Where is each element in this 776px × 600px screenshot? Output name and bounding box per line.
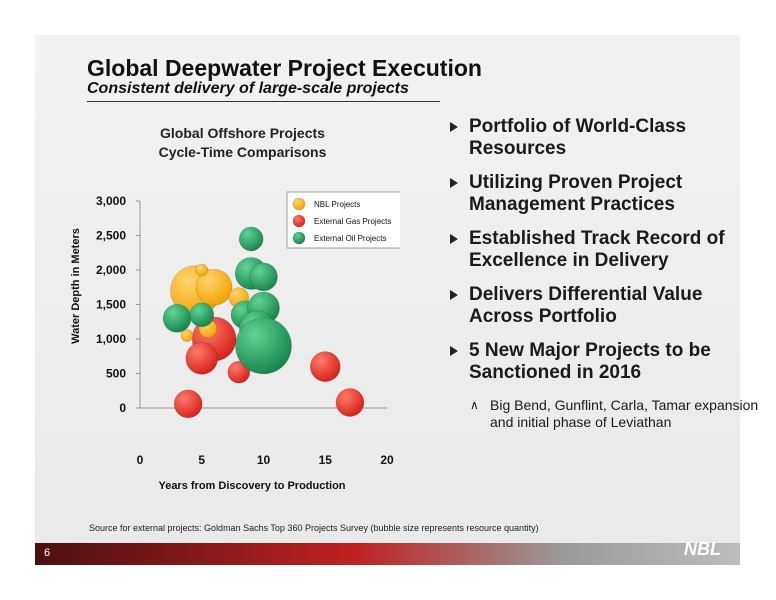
caret-bullet-icon: ∧	[470, 398, 479, 412]
sub-bullet-text: Big Bend, Gunflint, Carla, Tamar expansi…	[490, 397, 759, 430]
bullet-item: Utilizing Proven Project Management Prac…	[448, 172, 743, 216]
y-tick-label: 2,500	[96, 229, 126, 243]
legend-swatch	[292, 214, 306, 228]
chart-title-line2: Cycle-Time Comparisons	[158, 144, 327, 160]
triangle-bullet-icon	[450, 178, 458, 188]
bullet-list: Portfolio of World-Class Resources Utili…	[448, 116, 743, 396]
oil-project-bubble	[238, 226, 264, 252]
legend-swatch	[292, 231, 306, 245]
nbl-logo: NBL	[684, 539, 721, 559]
x-tick-label: 0	[137, 453, 144, 467]
legend-swatch	[292, 197, 306, 211]
y-tick-label: 500	[106, 367, 126, 381]
title-underline	[87, 101, 440, 102]
bullet-text: Established Track Record of Excellence i…	[469, 228, 725, 271]
nbl-project-bubble	[195, 268, 233, 306]
oil-project-bubble	[189, 302, 215, 328]
bullet-item: 5 New Major Projects to be Sanctioned in…	[448, 340, 743, 384]
chart-title: Global Offshore Projects Cycle-Time Comp…	[130, 124, 355, 162]
bullet-text: Utilizing Proven Project Management Prac…	[469, 172, 683, 215]
oil-project-bubble	[249, 262, 278, 292]
sub-bullet: ∧ Big Bend, Gunflint, Carla, Tamar expan…	[468, 397, 760, 431]
footer-bar	[35, 543, 740, 565]
bullet-text: Portfolio of World-Class Resources	[469, 116, 687, 159]
gas-project-bubble	[185, 341, 219, 375]
page-subtitle: Consistent delivery of large-scale proje…	[87, 80, 409, 97]
legend-label: External Gas Projects	[314, 217, 391, 226]
oil-project-bubble	[162, 303, 192, 333]
gas-project-bubble	[173, 389, 203, 419]
gas-project-bubble	[335, 388, 365, 417]
y-tick-label: 0	[119, 401, 126, 415]
x-tick-label: 20	[380, 453, 394, 467]
gas-project-bubble	[227, 360, 251, 384]
page-title: Global Deepwater Project Execution	[87, 55, 482, 81]
y-axis-label: Water Depth in Meters	[70, 228, 82, 344]
bullet-item: Established Track Record of Excellence i…	[448, 228, 743, 272]
bullet-item: Portfolio of World-Class Resources	[448, 116, 743, 160]
gas-project-bubble	[309, 351, 341, 383]
triangle-bullet-icon	[450, 290, 458, 300]
y-tick-label: 2,000	[96, 263, 126, 277]
source-note: Source for external projects: Goldman Sa…	[89, 523, 539, 533]
y-tick-label: 1,500	[96, 298, 126, 312]
x-tick-label: 15	[319, 453, 333, 467]
slide-background	[35, 35, 740, 565]
legend-label: NBL Projects	[314, 200, 360, 209]
page-number: 6	[44, 547, 51, 559]
bullet-text: 5 New Major Projects to be Sanctioned in…	[469, 340, 711, 383]
legend-box	[286, 191, 400, 249]
oil-project-bubble	[235, 317, 292, 375]
y-tick-label: 1,000	[96, 332, 126, 346]
legend-label: External Oil Projects	[314, 234, 386, 243]
x-tick-label: 10	[257, 453, 271, 467]
bullet-item: Delivers Differential Value Across Portf…	[448, 284, 743, 328]
triangle-bullet-icon	[450, 234, 458, 244]
x-axis-label: Years from Discovery to Production	[158, 480, 345, 492]
triangle-bullet-icon	[450, 122, 458, 132]
bubble-chart: 0 500 1,000 1,500 2,000 2,500 3,000 0 5 10 15 20 NB…	[70, 191, 400, 492]
chart-title-line1: Global Offshore Projects	[160, 125, 325, 141]
nbl-project-bubble	[180, 329, 194, 342]
x-tick-label: 5	[198, 453, 205, 467]
bullet-text: Delivers Differential Value Across Portf…	[469, 284, 703, 327]
nbl-project-bubble	[195, 263, 209, 277]
y-tick-label: 3,000	[96, 194, 126, 208]
triangle-bullet-icon	[450, 346, 458, 356]
